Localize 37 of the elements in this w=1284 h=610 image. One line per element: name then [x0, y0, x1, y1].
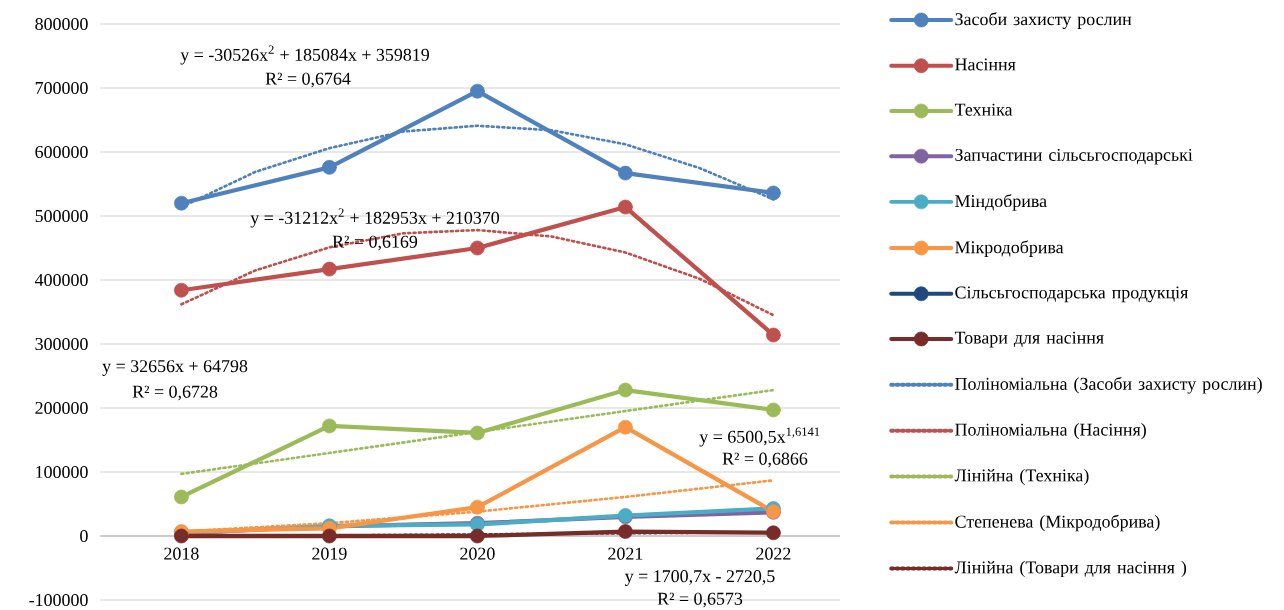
annotation: R² = 0,6764 — [265, 72, 351, 88]
annotation: y = -31212x$^{2}$ + 182953x + 210370 — [250, 208, 500, 228]
y-tick-label: 0 — [80, 529, 88, 543]
legend-label: Поліноміальна (Насіння) — [955, 423, 1146, 440]
legend-label: Міндобрива — [955, 194, 1047, 211]
legend-label: Насіння — [955, 58, 1016, 71]
y-tick-label: 500000 — [35, 209, 88, 223]
y-tick-label: 100000 — [36, 465, 88, 479]
annotation: y = 1700,7x - 2720,5 — [624, 570, 775, 586]
y-tick-label: 200000 — [35, 401, 88, 415]
x-tick-label: 2021 — [608, 547, 643, 560]
annotation: R² = 0,6728 — [132, 385, 218, 401]
y-tick-label: 800000 — [35, 17, 88, 31]
legend-label: Товари для насіння — [954, 331, 1104, 348]
legend-label: Сільсьгосподарська продукція — [955, 286, 1189, 303]
y-tick-label: 700000 — [35, 81, 88, 95]
legend-label: Засоби захисту рослин — [955, 12, 1132, 29]
annotation: y = 6500,5x$^{1,6141}$ — [699, 427, 820, 447]
y-tick-label: 300000 — [35, 337, 88, 351]
legend-label: Техніка — [954, 103, 1013, 116]
y-tick-label: 400000 — [34, 273, 88, 287]
annotation: R² = 0,6866 — [722, 452, 808, 468]
x-tick-label: 2022 — [756, 547, 791, 560]
legend-label: Степенева (Мікродобрива) — [955, 514, 1160, 532]
annotation: y = 32656x + 64798 — [102, 360, 248, 376]
x-tick-label: 2019 — [312, 547, 347, 560]
x-tick-label: 2018 — [164, 547, 199, 560]
legend-label: Лінійна (Техніка) — [954, 468, 1089, 486]
annotation: R² = 0,6573 — [657, 592, 743, 608]
legend-label: Лінійна (Товари для насіння ) — [954, 560, 1187, 578]
annotation: y = -30526x$^{2}$ + 185084x + 359819 — [180, 45, 429, 65]
legend-label: Поліноміальна (Засоби захисту рослин) — [955, 376, 1262, 394]
legend-label: Запчастини сільсьгосподарські — [955, 148, 1193, 165]
y-tick-label: 600000 — [35, 145, 88, 159]
legend-label: Мікродобрива — [955, 240, 1064, 257]
y-tick-label: -100000 — [29, 593, 88, 607]
x-tick-label: 2020 — [460, 547, 495, 560]
